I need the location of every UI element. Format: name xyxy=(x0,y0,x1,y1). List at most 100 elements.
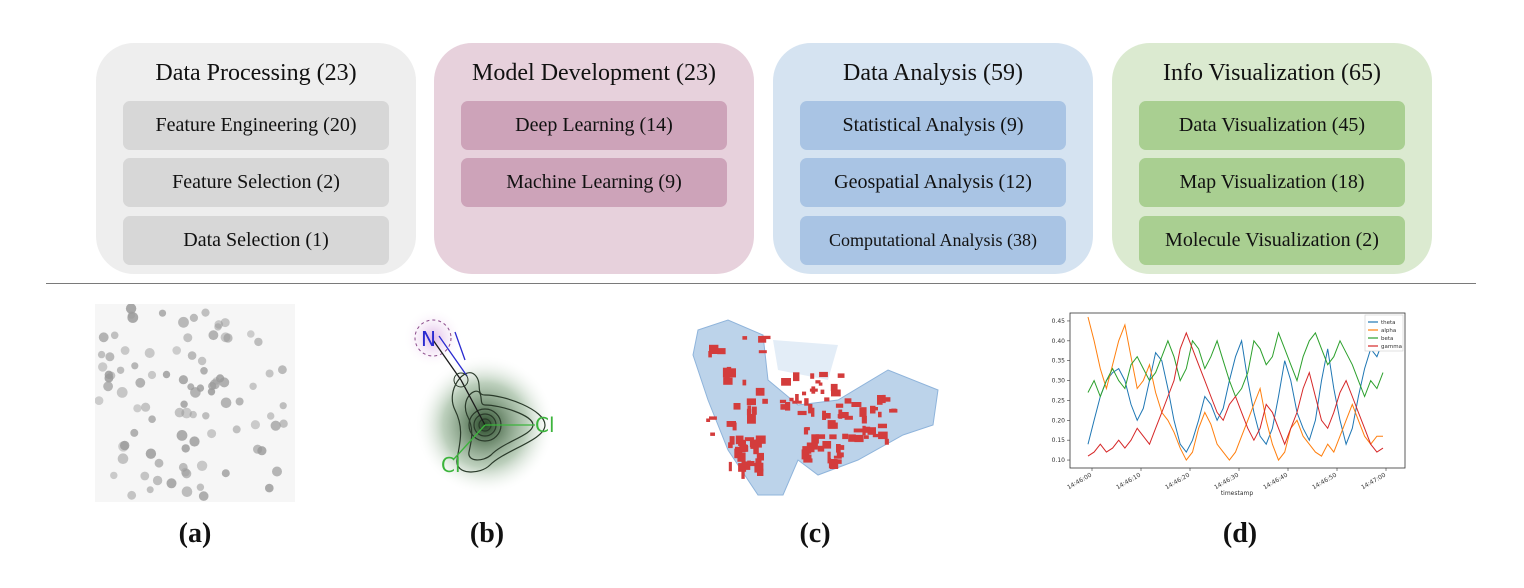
building xyxy=(811,407,815,417)
building xyxy=(757,468,764,476)
molecule-panel: N Cl Cl xyxy=(403,308,555,495)
building xyxy=(726,421,736,427)
cell-blob xyxy=(116,387,128,398)
cell-blob xyxy=(189,436,200,447)
cell-blob xyxy=(133,404,142,413)
building xyxy=(792,400,802,404)
cell-blob xyxy=(201,308,210,317)
building xyxy=(829,459,839,469)
building xyxy=(818,382,823,386)
cell-blob xyxy=(158,309,167,317)
building xyxy=(755,387,765,396)
card-title: Data Processing (23) xyxy=(155,60,357,86)
building xyxy=(803,427,809,435)
atom-label-n: N xyxy=(421,327,436,351)
building xyxy=(815,380,821,384)
building xyxy=(728,461,732,472)
cell-blob xyxy=(166,478,177,489)
cell-blob xyxy=(272,466,282,477)
building xyxy=(803,458,813,463)
y-tick-label: 0.10 xyxy=(1052,457,1066,464)
cell-blob xyxy=(174,407,185,418)
building xyxy=(835,403,844,408)
building xyxy=(710,432,715,436)
building xyxy=(749,461,755,467)
cell-blob xyxy=(190,387,201,398)
y-tick-label: 0.45 xyxy=(1052,318,1066,325)
card-data-processing: Data Processing (23) Feature Engineering… xyxy=(96,43,416,274)
cell-blob xyxy=(148,415,156,423)
cell-blob xyxy=(202,412,210,420)
cell-blob xyxy=(172,346,181,355)
building xyxy=(819,371,828,378)
cell-blob xyxy=(247,330,255,338)
series-line-theta xyxy=(1087,338,1384,454)
pill-molecule-visualization: Molecule Visualization (2) xyxy=(1139,216,1405,265)
cell-blob xyxy=(178,316,189,328)
building xyxy=(863,435,869,439)
building xyxy=(722,367,731,378)
building xyxy=(842,433,849,440)
pill-data-visualization: Data Visualization (45) xyxy=(1139,101,1405,150)
building xyxy=(746,408,752,416)
y-tick-label: 0.15 xyxy=(1052,437,1066,444)
building xyxy=(837,459,842,464)
cell-blob xyxy=(257,446,267,456)
cell-blob xyxy=(183,333,193,343)
cell-blob xyxy=(267,412,275,420)
building xyxy=(744,437,755,442)
cell-blob xyxy=(200,367,208,375)
building xyxy=(882,397,891,402)
pill-data-selection: Data Selection (1) xyxy=(123,216,389,265)
building xyxy=(753,447,759,455)
x-tick-label: 14:46:30 xyxy=(1213,472,1240,492)
cell-blob xyxy=(110,331,119,340)
pill-map-visualization: Map Visualization (18) xyxy=(1139,158,1405,207)
cell-blob xyxy=(216,374,225,383)
cell-blob xyxy=(197,356,207,366)
building xyxy=(815,434,826,439)
pill-machine-learning: Machine Learning (9) xyxy=(461,158,727,207)
cell-blob xyxy=(110,471,118,480)
building xyxy=(750,441,758,449)
cell-blob xyxy=(220,397,232,409)
card-title: Info Visualization (65) xyxy=(1162,60,1382,86)
building xyxy=(808,448,814,452)
card-title: Model Development (23) xyxy=(472,60,716,86)
cell-blob xyxy=(235,397,244,406)
legend-label: theta xyxy=(1381,320,1396,326)
building xyxy=(836,452,844,458)
building xyxy=(747,414,756,424)
x-tick-label: 14:46:10 xyxy=(1115,472,1142,492)
building xyxy=(738,439,746,446)
map-panel xyxy=(692,319,939,496)
building xyxy=(797,410,807,416)
plot-area xyxy=(1069,312,1406,469)
building xyxy=(755,458,762,468)
building xyxy=(802,446,808,455)
cell-blob xyxy=(120,440,130,451)
cell-blob xyxy=(178,375,188,385)
cell-blob xyxy=(189,313,198,322)
cell-blob xyxy=(105,352,115,362)
building xyxy=(758,336,767,343)
building xyxy=(706,418,711,422)
cell-blob xyxy=(265,369,274,378)
cell-blob xyxy=(130,428,139,437)
building xyxy=(728,442,733,449)
building xyxy=(811,434,819,444)
x-tick-label: 14:47:00 xyxy=(1360,472,1387,492)
building xyxy=(844,398,852,404)
building xyxy=(824,397,830,402)
cell-blob xyxy=(198,491,209,501)
cell-blob xyxy=(181,407,192,419)
building xyxy=(810,373,815,379)
cell-blob xyxy=(279,402,287,410)
card-info-visualization: Info Visualization (65) Data Visualizati… xyxy=(1112,43,1432,274)
building xyxy=(822,413,831,419)
building xyxy=(828,422,838,429)
cell-blob xyxy=(146,486,154,494)
cell-blob xyxy=(232,425,241,434)
building xyxy=(806,454,812,460)
building xyxy=(741,469,745,479)
